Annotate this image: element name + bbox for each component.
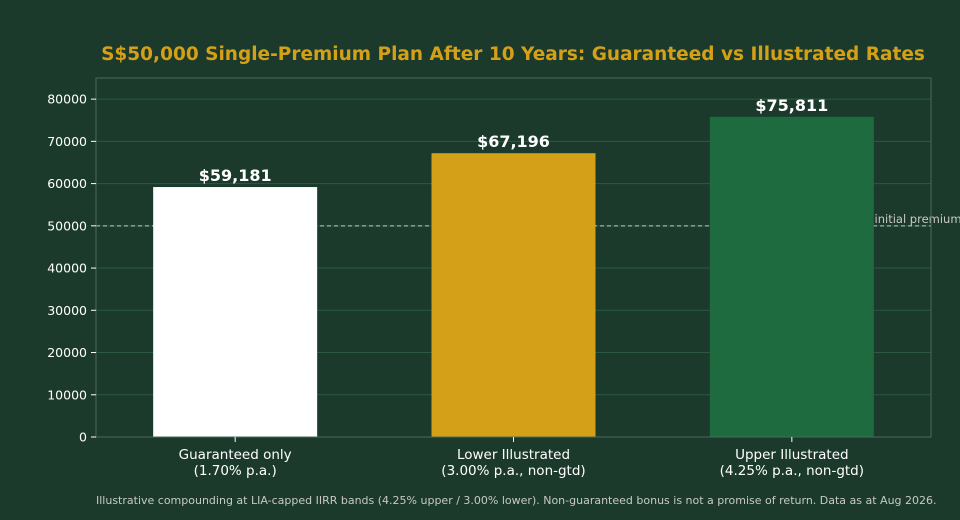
chart-title: S$50,000 Single-Premium Plan After 10 Ye… [101, 44, 925, 65]
y-tick-label: 0 [79, 430, 87, 445]
x-tick-label: Guaranteed only [179, 447, 292, 463]
data-label: $75,811 [755, 96, 828, 115]
footnote: Illustrative compounding at LIA-capped I… [96, 494, 937, 507]
y-tick-label: 20000 [47, 345, 87, 360]
y-tick-label: 30000 [47, 303, 87, 318]
y-tick-label: 60000 [47, 176, 87, 191]
bar [153, 187, 318, 437]
data-label: $59,181 [199, 166, 272, 185]
x-tick-label: (4.25% p.a., non-gtd) [720, 463, 864, 479]
y-tick-label: 50000 [47, 218, 87, 233]
bar [431, 153, 596, 437]
data-label: $67,196 [477, 132, 550, 151]
x-tick-label: (1.70% p.a.) [194, 463, 277, 479]
bar [709, 116, 874, 438]
y-tick-label: 10000 [47, 387, 87, 402]
x-tick-label: Lower Illustrated [457, 447, 570, 463]
x-tick-label: (3.00% p.a., non-gtd) [441, 463, 585, 479]
bars: $59,181 $67,196 $75,811 [153, 96, 874, 438]
axes: 0 10000 20000 30000 40000 50000 60000 70000 8000… [47, 77, 932, 479]
y-tick-label: 40000 [47, 261, 87, 276]
x-tick-label: Upper Illustrated [735, 447, 849, 463]
y-tick-label: 80000 [47, 92, 87, 107]
y-tick-label: 70000 [47, 134, 87, 149]
